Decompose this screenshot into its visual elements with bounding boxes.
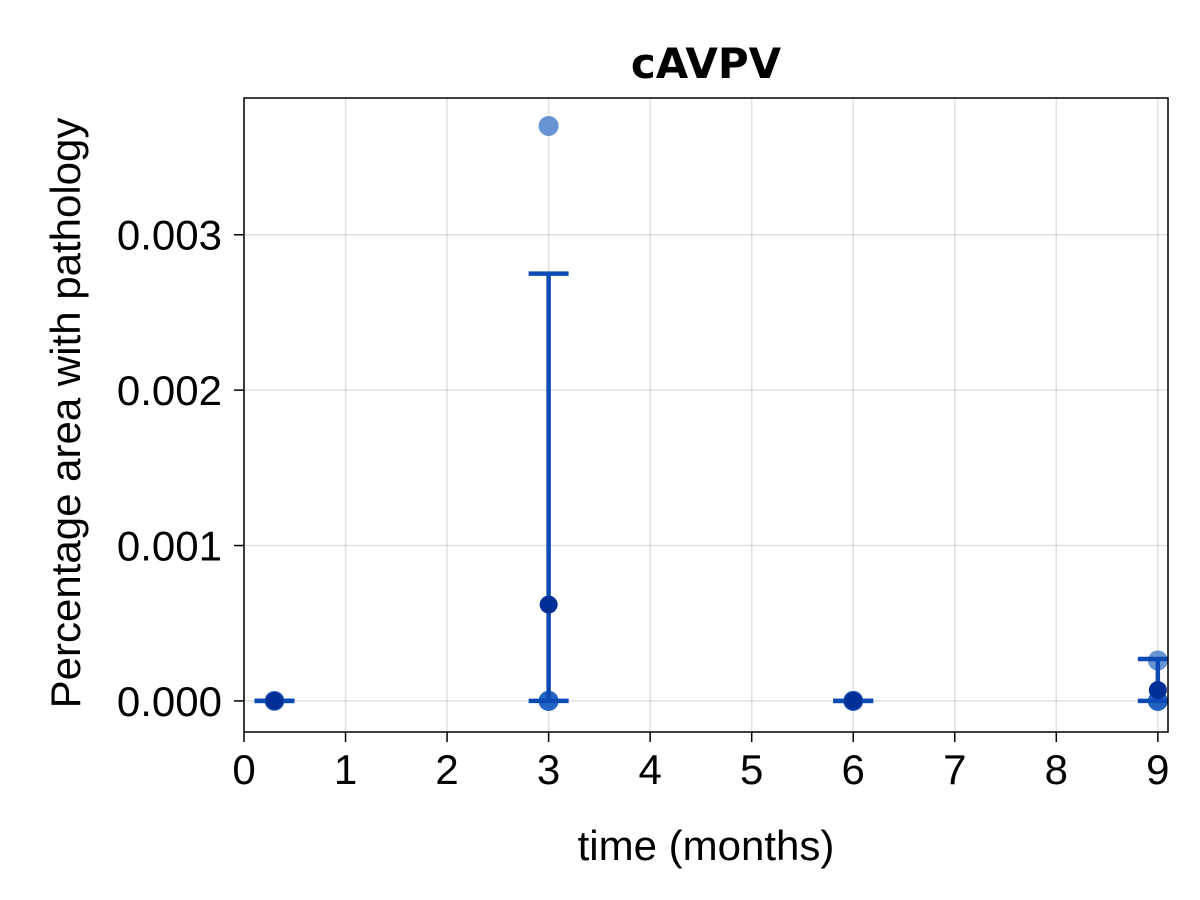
data-layer — [254, 115, 1168, 711]
x-tick-label: 7 — [943, 746, 966, 793]
plot-frame — [243, 97, 1169, 733]
y-tick-label: 0.001 — [117, 523, 222, 570]
mean-point — [1148, 681, 1167, 700]
x-tick-label: 6 — [842, 746, 865, 793]
y-axis-label: Percentage area with pathology — [42, 118, 89, 709]
y-tick-label: 0.003 — [117, 212, 222, 259]
grid-layer — [243, 98, 1168, 732]
data-point — [538, 115, 559, 136]
x-tick-label: 3 — [537, 746, 560, 793]
tick-layer: 0 1 2 3 4 5 6 7 8 9 0.000 0.001 0.002 0.003 — [117, 212, 1170, 793]
x-tick-label: 2 — [435, 746, 458, 793]
x-axis-label: time (months) — [578, 822, 835, 869]
x-tick-label: 4 — [638, 746, 661, 793]
x-tick-label: 8 — [1045, 746, 1068, 793]
y-tick-label: 0.000 — [117, 678, 222, 725]
error-bar — [528, 271, 569, 704]
chart-title: cAVPV — [631, 39, 782, 88]
mean-point — [265, 691, 284, 710]
x-tick-label: 0 — [232, 746, 255, 793]
mean-point — [539, 595, 558, 614]
error-bar — [254, 691, 295, 710]
y-tick-label: 0.002 — [117, 367, 222, 414]
x-tick-label: 9 — [1146, 746, 1169, 793]
error-bar — [833, 691, 874, 710]
x-tick-label: 5 — [740, 746, 763, 793]
error-bar — [1137, 656, 1168, 704]
x-tick-label: 1 — [334, 746, 357, 793]
mean-point — [844, 691, 863, 710]
